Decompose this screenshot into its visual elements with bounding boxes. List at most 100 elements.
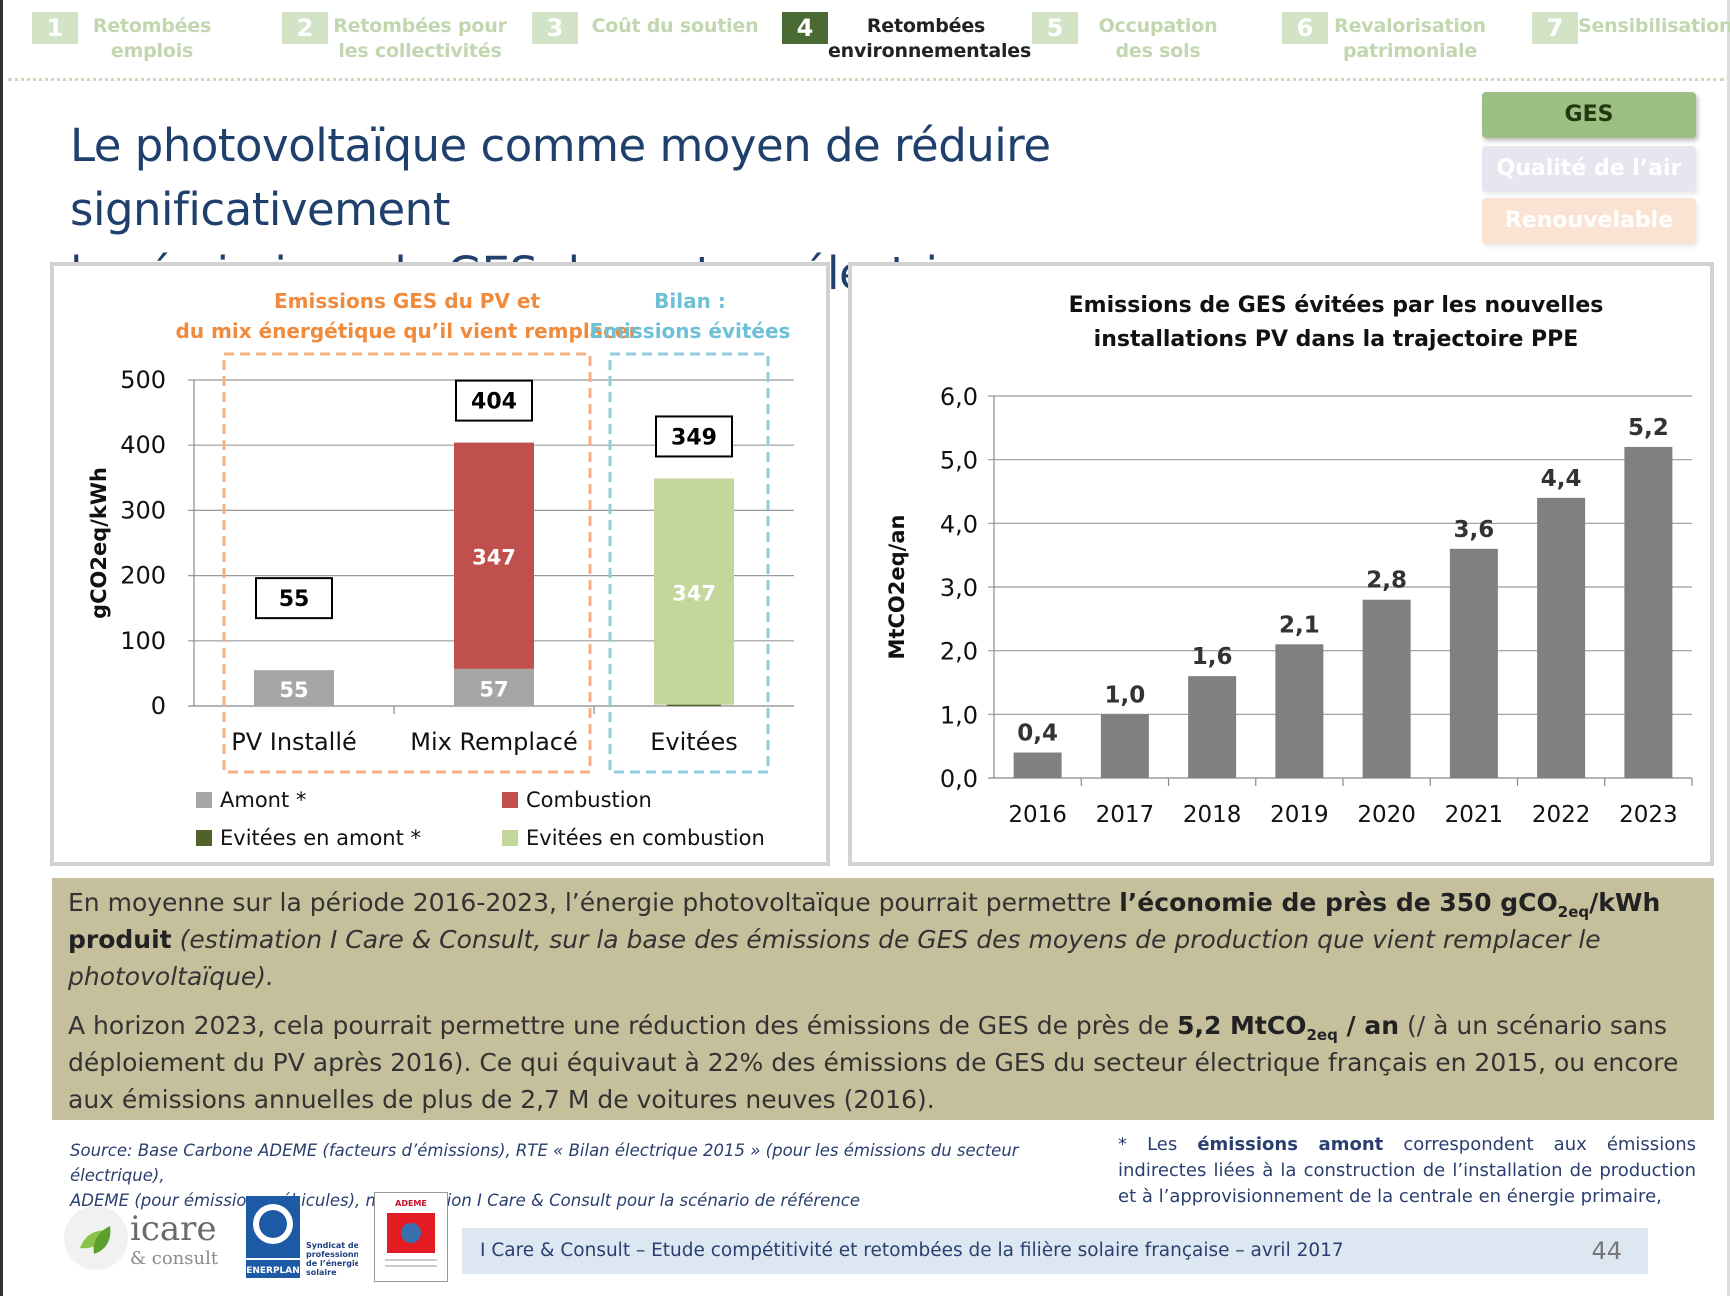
summary-bold: 5,2 MtCO2eq / an [1177, 1011, 1400, 1043]
enerplan-caption: Syndicat des [306, 1241, 358, 1250]
nav-number: 1 [32, 12, 78, 44]
globe-icon [401, 1223, 421, 1243]
footer-bar: I Care & Consult – Etude compétitivité e… [462, 1228, 1648, 1274]
summary-text: (/ à un scénario sans déploiement du PV … [68, 1011, 1679, 1114]
total-label: 404 [471, 390, 517, 415]
y-tick-label: 300 [120, 496, 166, 524]
icare-logo: icare & consult [58, 1196, 228, 1276]
footnote-text: * Les [1118, 1134, 1198, 1155]
nav-label: Occupation des sols [1098, 15, 1218, 62]
ademe-logo: ADEME [374, 1192, 448, 1282]
summary-text: A horizon 2023, cela pourrait permettre … [68, 1011, 1178, 1040]
summary-text: En moyenne sur la période 2016-2023, l’é… [68, 888, 1120, 917]
bar [1013, 752, 1062, 778]
icare-wordmark: icare [130, 1209, 217, 1249]
bar-segment [454, 442, 534, 669]
nav-item-3[interactable]: 3 Coût du soutien [532, 10, 772, 70]
subscript: 2eq [1557, 903, 1590, 921]
data-label: 347 [672, 582, 716, 606]
legend-label: Evitées en amont * [220, 826, 421, 850]
tag-renewable[interactable]: Renouvelable [1482, 198, 1696, 244]
y-tick-label: 0,0 [940, 765, 978, 793]
y-tick-label: 6,0 [940, 383, 978, 411]
data-label: 5,2 [1628, 415, 1669, 441]
summary-bold-text: 5,2 MtCO [1177, 1011, 1307, 1040]
nav-divider [8, 78, 1724, 81]
nav-label: Revalorisation patrimoniale [1334, 15, 1486, 62]
data-label: 4,4 [1541, 466, 1582, 492]
summary-bold: l’économie de près de 350 gCO2eq/kWh pro… [68, 888, 1660, 954]
ademe-name: ADEME [395, 1199, 427, 1208]
chart-title: Emissions de GES évitées par les nouvell… [1069, 293, 1604, 352]
y-axis-label: gCO2eq/kWh [87, 467, 111, 619]
bar [1537, 497, 1586, 778]
data-label: 2,8 [1366, 568, 1407, 594]
enerplan-name: ENERPLAN [246, 1266, 300, 1276]
nav-label: Retombées emplois [92, 15, 212, 62]
x-tick-label: 2022 [1532, 802, 1591, 828]
summary-italic: (estimation I Care & Consult, sur la bas… [68, 925, 1601, 991]
bar [1275, 644, 1324, 778]
data-label: 1,0 [1105, 682, 1146, 708]
total-label-box [255, 577, 333, 620]
summary-bold-text: /kWh produit [68, 888, 1661, 954]
right-edge [1727, 0, 1730, 1296]
footnote: * Les émissions amont correspondent aux … [1118, 1132, 1696, 1210]
tag-air-quality[interactable]: Qualité de l’air [1482, 146, 1696, 192]
total-label-box [655, 415, 733, 458]
chart-panel-emissions-balance: 0 100 200 300 400 500 gCO2eq/kWh 55 55 PV Install… [50, 262, 830, 866]
summary-bold-text: l’économie de près de 350 gCO [1119, 888, 1558, 917]
bar [1449, 548, 1498, 778]
nav-item-6[interactable]: 6 Revalorisation patrimoniale [1282, 10, 1522, 70]
total-label-box [455, 379, 533, 422]
data-label: 0,4 [1017, 721, 1058, 747]
nav-label: Retombées environnementales [828, 15, 1032, 62]
x-tick-label: Evitées [650, 728, 737, 756]
enerplan-caption: professionnels [306, 1250, 358, 1259]
page-number: 44 [1591, 1237, 1622, 1265]
nav-item-4[interactable]: 4 Retombées environnementales [782, 10, 1032, 70]
x-tick-label: 2023 [1619, 802, 1678, 828]
nav-number: 4 [782, 12, 828, 44]
nav-label: Sensibilisation [1578, 15, 1730, 37]
title-line-1: Le photovoltaïque comme moyen de réduire… [70, 119, 1051, 236]
summary-box: En moyenne sur la période 2016-2023, l’é… [52, 878, 1714, 1120]
section-nav: 1 Retombées emplois 2 Retombées pour les… [0, 0, 1730, 81]
legend-label: Evitées en combustion [526, 826, 765, 850]
footnote-text: correspondent aux émissions indirectes l… [1118, 1134, 1696, 1207]
nav-number: 7 [1532, 12, 1578, 44]
enerplan-caption: solaire [306, 1268, 337, 1277]
bar-segment [254, 670, 334, 706]
summary-bold-text: / an [1337, 1011, 1400, 1040]
legend-label: Combustion [526, 788, 652, 812]
y-tick-label: 500 [120, 366, 166, 394]
data-label: 3,6 [1454, 517, 1495, 543]
bar [1362, 599, 1411, 778]
nav-label: Retombées pour les collectivités [333, 15, 507, 62]
x-tick-label: 2020 [1357, 802, 1416, 828]
tag-ges[interactable]: GES [1482, 92, 1696, 138]
nav-number: 5 [1032, 12, 1078, 44]
nav-item-1[interactable]: 1 Retombées emplois [32, 10, 272, 70]
y-tick-label: 1,0 [940, 701, 978, 729]
subscript: 2eq [1306, 1026, 1338, 1044]
footnote-bold: émissions amont [1197, 1134, 1384, 1155]
nav-item-7[interactable]: 7 Sensibilisation [1532, 10, 1730, 70]
y-tick-label: 3,0 [940, 574, 978, 602]
avoided-emissions-bar-chart: Emissions de GES évitées par les nouvell… [885, 293, 1693, 828]
bar [1624, 446, 1673, 778]
x-tick-label: 2017 [1096, 802, 1155, 828]
group-title-emissions: Emissions GES du PV et du mix énergétique… [176, 289, 639, 343]
x-tick-label: 2018 [1183, 802, 1242, 828]
total-label: 349 [671, 425, 717, 450]
data-label: 347 [472, 546, 516, 570]
nav-item-5[interactable]: 5 Occupation des sols [1032, 10, 1272, 70]
y-tick-label: 100 [120, 627, 166, 655]
nav-item-2[interactable]: 2 Retombées pour les collectivités [282, 10, 522, 70]
y-tick-label: 4,0 [940, 510, 978, 538]
data-label: 2,1 [1279, 612, 1320, 638]
bar-segment [454, 668, 534, 706]
legend-swatch [196, 792, 212, 808]
leaf-icon [93, 1226, 111, 1254]
footer-text: I Care & Consult – Etude compétitivité e… [480, 1240, 1344, 1261]
